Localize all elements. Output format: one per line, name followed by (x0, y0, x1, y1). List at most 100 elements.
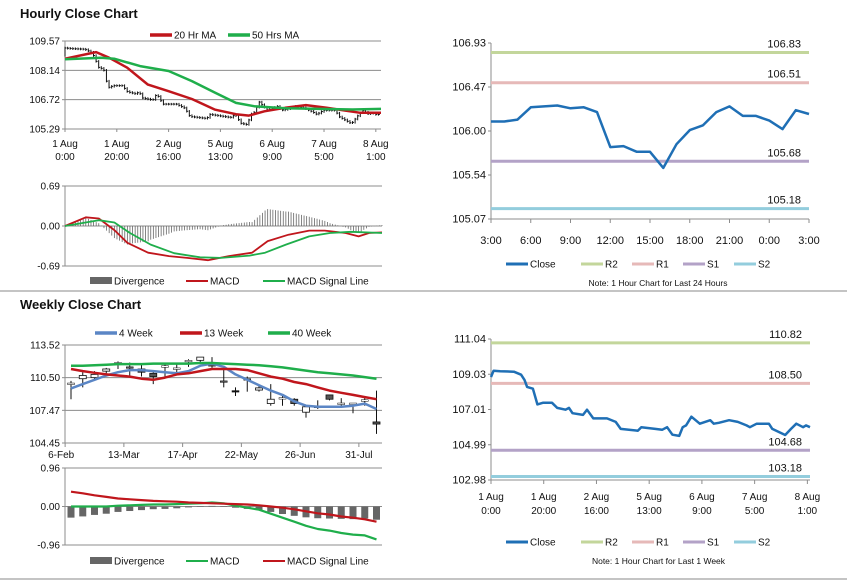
x-tick-label: 20:00 (104, 152, 129, 163)
x-tick-label: 31-Jul (345, 450, 372, 461)
divergence-bar (267, 506, 275, 512)
x-tick-label: 2 Aug (584, 492, 610, 503)
y-tick-label: -0.96 (37, 541, 60, 552)
y-tick-label: 109.57 (29, 37, 60, 48)
macd-line-macd-signal-line (64, 219, 383, 259)
x-tick-label: 5 Aug (636, 492, 662, 503)
y-tick-label: 106.72 (29, 95, 60, 106)
y-tick-label: 111.04 (454, 334, 486, 346)
legend-13-week-label: 13 Week (204, 329, 244, 340)
candle-body (173, 367, 181, 370)
candle-body (196, 356, 205, 361)
candle-body (372, 421, 381, 425)
legend-s2-label: S2 (758, 260, 771, 271)
level-value-s1: 105.68 (767, 147, 801, 159)
x-tick-label: 6-Feb (48, 450, 75, 461)
x-tick-label: 0:00 (55, 152, 75, 163)
x-tick-label: 20:00 (531, 506, 556, 517)
level-value-s2: 105.18 (767, 195, 801, 207)
x-tick-label: 1 Aug (478, 492, 504, 503)
candle-body (255, 387, 263, 391)
y-tick-label: 110.50 (30, 373, 60, 384)
x-tick-label: 6 Aug (689, 492, 715, 503)
x-tick-label: 9:00 (262, 152, 282, 163)
level-value-r2: 110.82 (769, 329, 802, 341)
hourly-chart-title: Hourly Close Chart (20, 6, 138, 21)
divergence-bar (79, 506, 87, 517)
x-tick-label: 1 Aug (52, 139, 78, 150)
x-tick-label: 3:00 (480, 235, 501, 247)
divergence-bar (232, 506, 239, 508)
x-tick-label: 6 Aug (259, 139, 285, 150)
y-tick-label: 106.00 (452, 126, 486, 138)
y-tick-label: 0.96 (41, 464, 61, 475)
x-tick-label: 26-Jun (285, 450, 316, 461)
divergence-bar (91, 506, 98, 515)
legend-divergence-label: Divergence (114, 277, 165, 288)
ma-line-50-hrs-ma (64, 56, 382, 111)
candle-body (325, 394, 334, 400)
level-value-s2: 103.18 (768, 463, 802, 475)
candle-body (231, 390, 240, 393)
x-tick-label: 16:00 (584, 506, 609, 517)
y-tick-label: 107.47 (29, 406, 60, 417)
x-tick-label: 9:00 (692, 506, 712, 517)
candle-body (67, 382, 75, 385)
divergence-bar (196, 506, 204, 507)
x-tick-label: 7 Aug (311, 139, 337, 150)
x-tick-label: 1:00 (798, 506, 818, 517)
macd-line-macd (64, 216, 383, 262)
divergence-bar (114, 506, 122, 512)
y-tick-label: 0.00 (41, 222, 61, 233)
ma-line-20-hr-ma (64, 50, 381, 117)
divergence-bar (373, 506, 380, 520)
x-tick-label: 1 Aug (104, 139, 130, 150)
divergence-bar (185, 506, 192, 508)
x-tick-label: 7 Aug (742, 492, 768, 503)
legend-macd-label: MACD (210, 557, 239, 568)
level-value-s1: 104.68 (768, 436, 802, 448)
x-tick-label: 8 Aug (363, 139, 389, 150)
x-tick-label: 1:00 (366, 152, 386, 163)
x-tick-label: 13:00 (637, 506, 662, 517)
x-tick-label: 0:00 (481, 506, 501, 517)
ma-line-40-week (71, 361, 377, 380)
legend-r1-label: R1 (656, 260, 669, 271)
legend-50hrs-ma-label: 50 Hrs MA (252, 31, 300, 42)
divergence-bar (220, 506, 228, 507)
divergence-bar (326, 506, 333, 519)
x-tick-label: 6:00 (520, 235, 541, 247)
divergence-bar (255, 506, 263, 510)
divergence-bar (173, 506, 181, 509)
x-tick-label: 17-Apr (168, 450, 199, 461)
macd-line-macd-signal-line (70, 490, 377, 523)
legend-s1-label: S1 (707, 260, 720, 271)
y-tick-label: 105.54 (452, 170, 486, 182)
legend-4-week-label: 4 Week (119, 329, 154, 340)
x-tick-label: 22-May (225, 450, 258, 461)
level-value-r1: 106.51 (767, 69, 801, 81)
y-tick-label: 108.14 (29, 66, 60, 77)
divergence-bar (349, 506, 357, 520)
legend-close-label: Close (530, 260, 556, 271)
legend-close-label: Close (530, 538, 556, 549)
candle-body (102, 368, 111, 372)
divergence-bar (361, 506, 369, 519)
y-tick-label: 106.93 (452, 38, 486, 50)
ma-line-4-week (70, 362, 378, 411)
x-tick-label: 0:00 (759, 235, 780, 247)
candle-body (78, 375, 87, 380)
x-tick-label: 9:00 (560, 235, 581, 247)
legend-divergence-label: Divergence (114, 557, 165, 568)
candle-body (266, 398, 275, 404)
divergence-bar (161, 506, 169, 509)
divergence-bar (126, 506, 134, 512)
divergence-bar (138, 506, 145, 511)
legend-40-week-label: 40 Week (292, 329, 332, 340)
x-tick-label: 21:00 (716, 235, 744, 247)
candle-body (161, 365, 169, 368)
x-tick-label: 5:00 (314, 152, 334, 163)
legend-r2-label: R2 (605, 260, 618, 271)
legend-20hr-ma-label: 20 Hr MA (174, 31, 217, 42)
